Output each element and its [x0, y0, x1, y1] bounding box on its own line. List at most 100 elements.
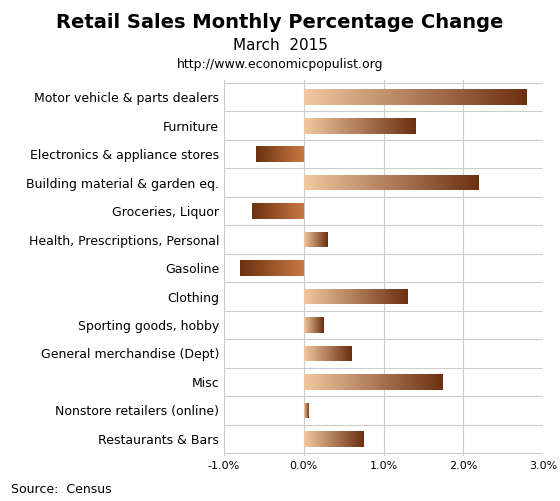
Bar	[430, 89, 431, 105]
Bar	[390, 89, 391, 105]
Bar	[460, 89, 461, 105]
Bar	[451, 89, 452, 105]
Bar	[421, 374, 422, 390]
Bar	[394, 374, 395, 390]
Bar	[430, 374, 431, 390]
Bar	[320, 374, 321, 390]
Bar	[453, 175, 454, 190]
Bar	[334, 89, 335, 105]
Bar	[465, 89, 466, 105]
Bar	[403, 175, 404, 190]
Bar	[333, 374, 334, 390]
Bar	[468, 89, 469, 105]
Bar	[317, 89, 318, 105]
Bar	[378, 374, 379, 390]
Bar	[413, 89, 414, 105]
Bar	[414, 374, 415, 390]
Bar	[339, 374, 340, 390]
Bar	[457, 89, 458, 105]
Bar	[454, 175, 455, 190]
Bar	[473, 89, 474, 105]
Bar	[371, 374, 372, 390]
Bar	[497, 89, 498, 105]
Bar	[357, 374, 358, 390]
Bar	[416, 89, 417, 105]
Bar	[448, 175, 449, 190]
Bar	[351, 89, 352, 105]
Bar	[364, 89, 365, 105]
Bar	[391, 374, 392, 390]
Bar	[460, 175, 461, 190]
Bar	[489, 89, 491, 105]
Bar	[362, 374, 363, 390]
Bar	[352, 89, 353, 105]
Bar	[419, 374, 421, 390]
Bar	[325, 374, 326, 390]
Bar	[307, 374, 308, 390]
Bar	[344, 89, 345, 105]
Bar	[370, 374, 371, 390]
Bar	[384, 175, 385, 190]
Bar	[341, 374, 342, 390]
Bar	[323, 89, 324, 105]
Bar	[458, 89, 459, 105]
Bar	[371, 175, 372, 190]
Bar	[440, 89, 441, 105]
Bar	[441, 374, 442, 390]
Bar	[407, 374, 408, 390]
Bar	[332, 175, 333, 190]
Bar	[478, 89, 479, 105]
Text: http://www.economicpopulist.org: http://www.economicpopulist.org	[177, 58, 383, 71]
Bar	[345, 374, 346, 390]
Bar	[309, 175, 310, 190]
Bar	[463, 89, 464, 105]
Bar	[352, 175, 353, 190]
Bar	[413, 374, 414, 390]
Bar	[474, 89, 475, 105]
Bar	[423, 175, 424, 190]
Bar	[404, 175, 405, 190]
Bar	[393, 89, 394, 105]
Bar	[440, 175, 441, 190]
Bar	[319, 89, 320, 105]
Bar	[456, 89, 457, 105]
Bar	[318, 374, 319, 390]
Bar	[358, 374, 359, 390]
Bar	[425, 175, 426, 190]
Bar	[412, 374, 413, 390]
Bar	[484, 89, 485, 105]
Bar	[405, 374, 406, 390]
Bar	[339, 175, 340, 190]
Bar	[329, 175, 330, 190]
Bar	[354, 374, 355, 390]
Bar	[355, 374, 356, 390]
Bar	[431, 374, 432, 390]
Bar	[442, 175, 444, 190]
Bar	[513, 89, 514, 105]
Bar	[409, 89, 410, 105]
Bar	[523, 89, 524, 105]
Bar	[511, 89, 512, 105]
Bar	[421, 89, 422, 105]
Bar	[443, 374, 444, 390]
Bar	[352, 374, 353, 390]
Bar	[315, 374, 316, 390]
Bar	[419, 89, 420, 105]
Bar	[417, 374, 418, 390]
Bar	[470, 89, 472, 105]
Bar	[387, 175, 388, 190]
Bar	[494, 89, 495, 105]
Bar	[401, 374, 402, 390]
Bar	[306, 374, 307, 390]
Bar	[367, 374, 368, 390]
Bar	[371, 89, 372, 105]
Bar	[385, 175, 386, 190]
Bar	[386, 374, 387, 390]
Bar	[344, 175, 345, 190]
Bar	[329, 89, 330, 105]
Bar	[483, 89, 484, 105]
Bar	[379, 374, 380, 390]
Bar	[332, 374, 333, 390]
Bar	[388, 89, 389, 105]
Bar	[486, 89, 487, 105]
